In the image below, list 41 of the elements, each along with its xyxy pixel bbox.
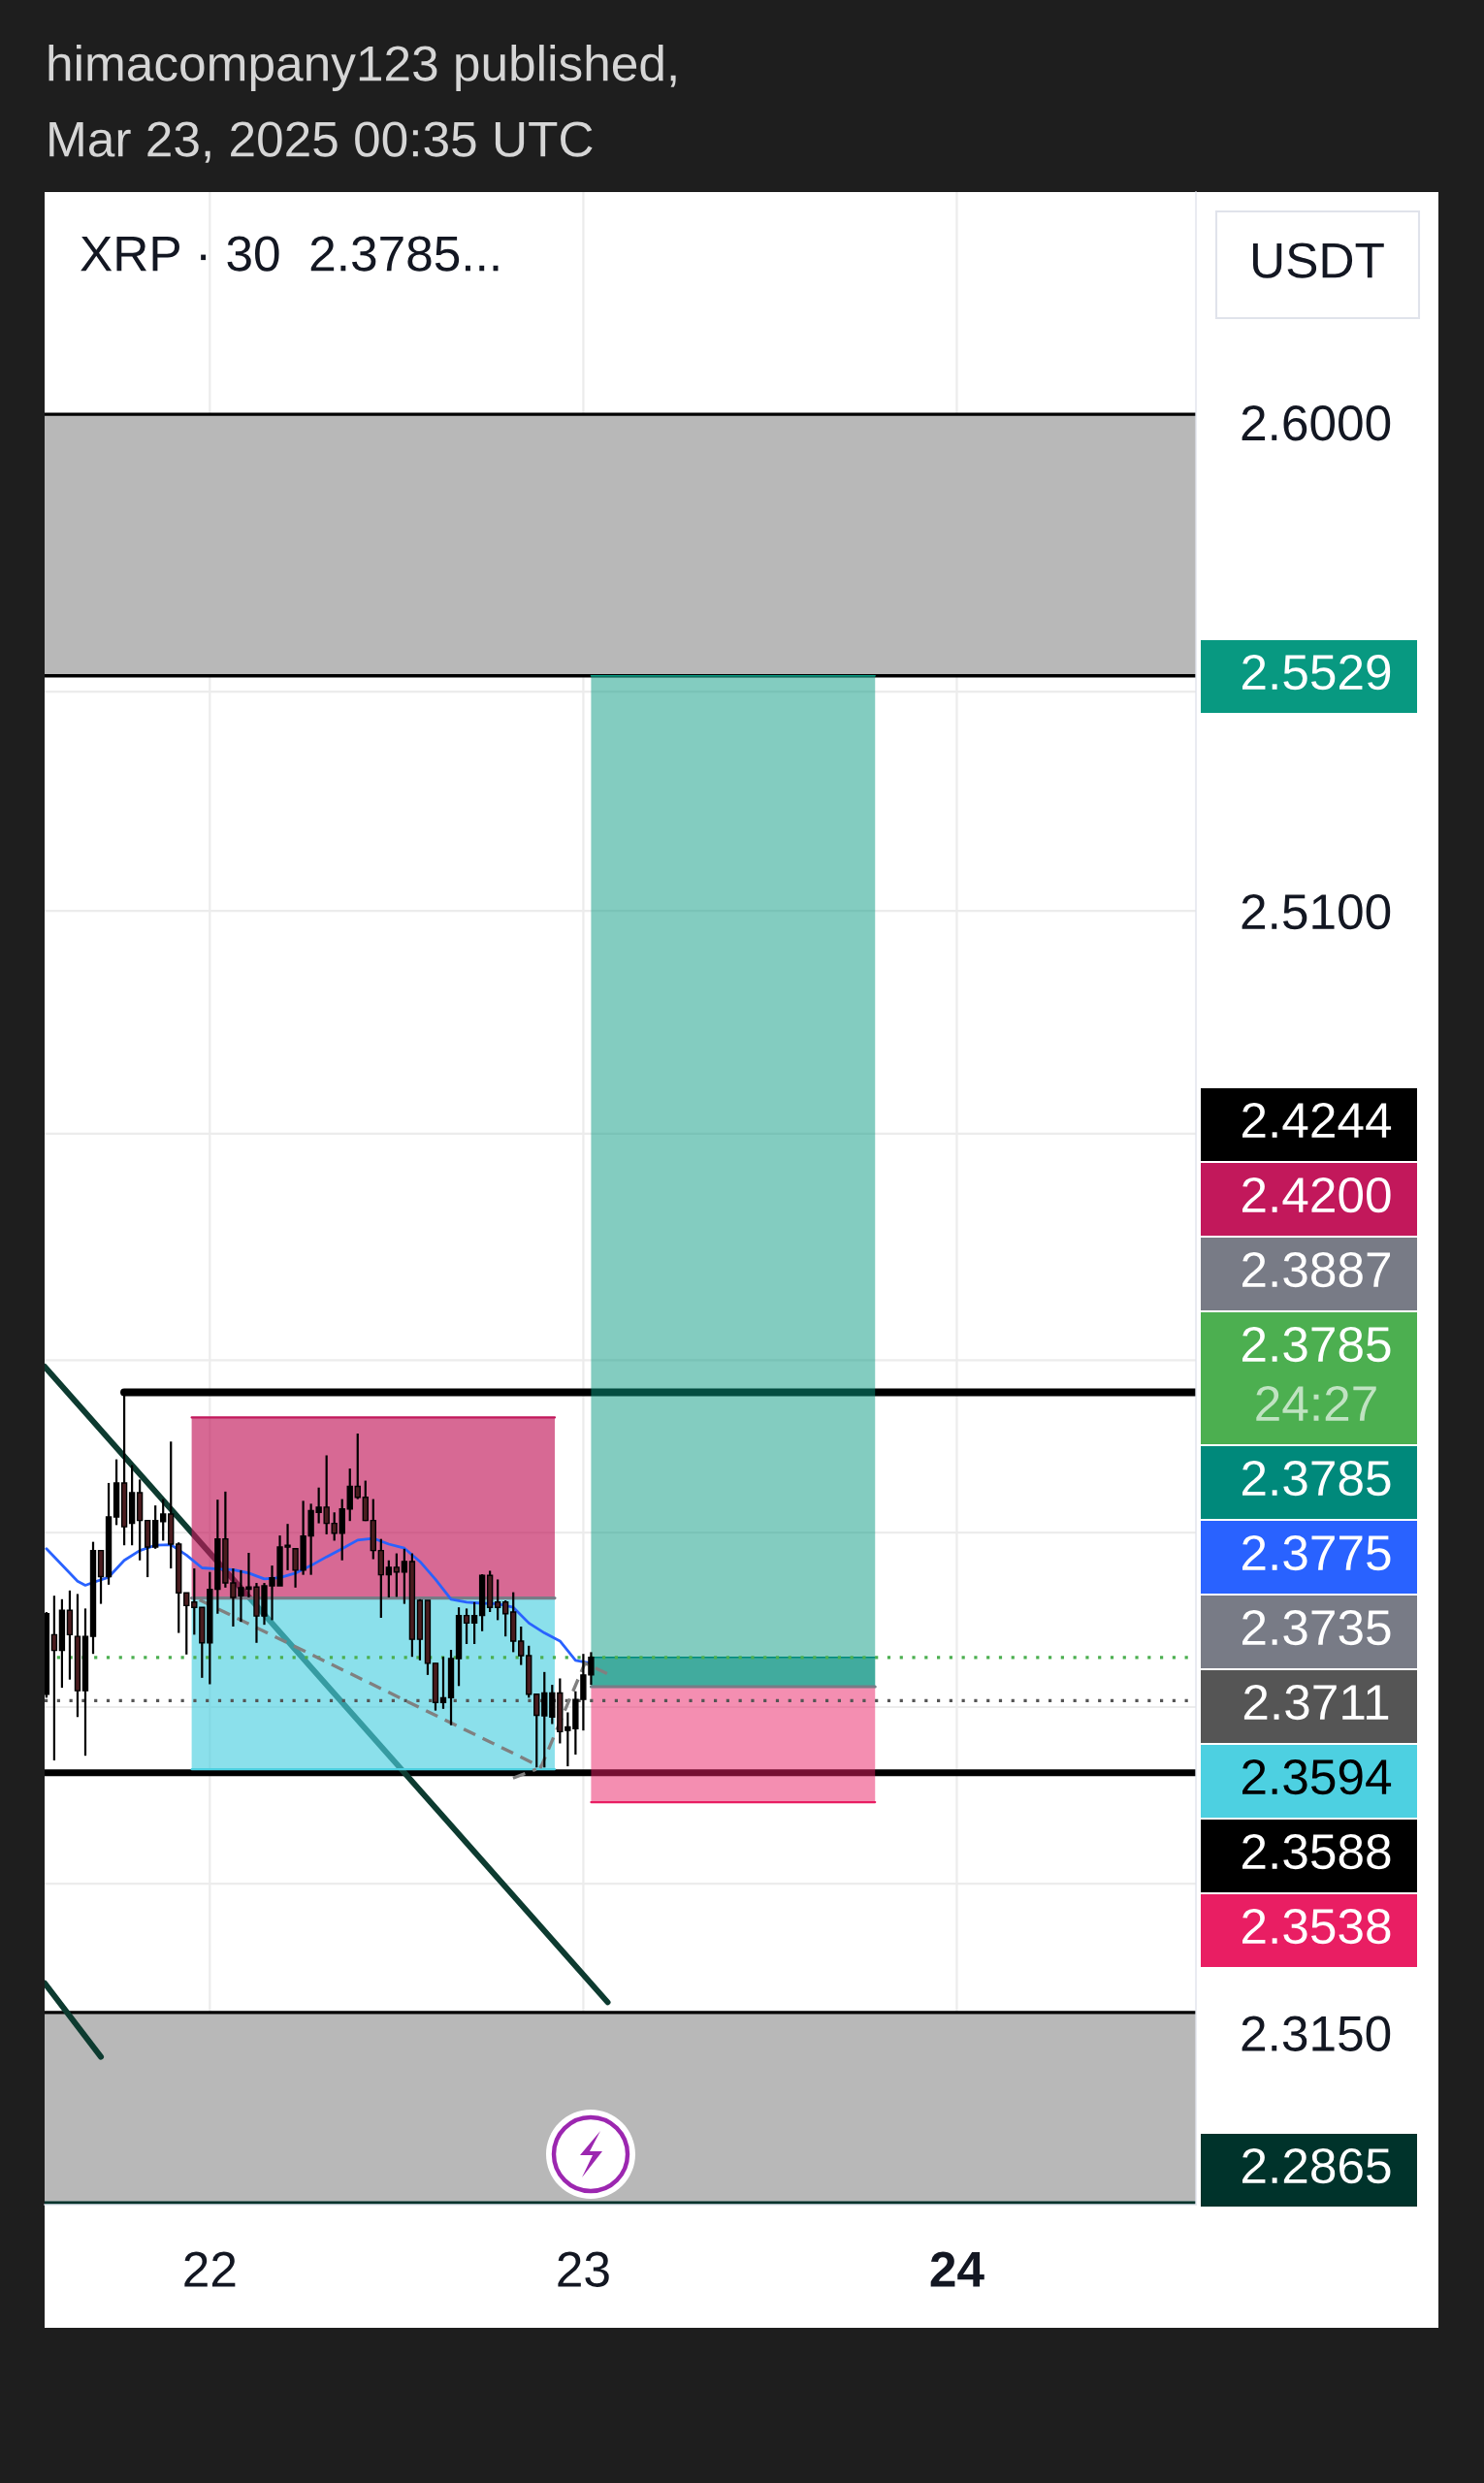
x-tick-label: 24 [930,2251,984,2287]
y-tick-label: 2.3150 [1242,2015,1391,2051]
candlestick [518,1625,525,1666]
candlestick [385,1559,393,1599]
candlestick [494,1578,501,1622]
candlestick [470,1600,478,1646]
candlestick [160,1498,167,1542]
candlestick [401,1547,408,1605]
text: 2.3785 24:27 [1242,1326,1391,1421]
candlestick [331,1511,338,1542]
candlestick [439,1656,447,1710]
candlestick [50,1595,58,1762]
y-tick-label: 2.5100 [1242,893,1391,930]
text: 2.3785 [1242,1460,1391,1497]
x-tick-label: 22 [184,2251,236,2287]
candlestick [191,1566,198,1636]
candlestick [346,1467,353,1523]
candlestick [501,1598,509,1638]
text: 2.3775 [1242,1534,1391,1571]
text: 2.3711 [1243,1684,1389,1721]
candlestick [463,1607,470,1646]
text: 2.3538 [1242,1908,1391,1945]
chart-subtitle: himacompany123 published, Mar 23, 2025 00:35 UTC [48,45,676,163]
y-tick-label: 2.6000 [1242,405,1391,441]
text: XRP · 30 2.3785... [81,236,499,272]
text: 2.5529 [1242,654,1391,691]
candlestick [533,1693,540,1769]
candlestick [362,1479,369,1523]
text: 2.3887 [1242,1251,1391,1288]
candlestick [541,1670,548,1769]
text: 2.3594 [1242,1758,1392,1795]
candlestick [354,1432,361,1500]
text: 2.3735 [1242,1609,1391,1646]
y-axis-title: USDT [1253,242,1384,278]
x-tick-label: 23 [558,2251,609,2287]
candlestick [183,1592,190,1656]
text: 2.2865 [1242,2147,1391,2184]
text: 2.3588 [1242,1833,1391,1870]
text: 2.4200 [1242,1177,1391,1213]
text: 2.4244 [1242,1102,1392,1138]
candlestick [393,1552,401,1598]
